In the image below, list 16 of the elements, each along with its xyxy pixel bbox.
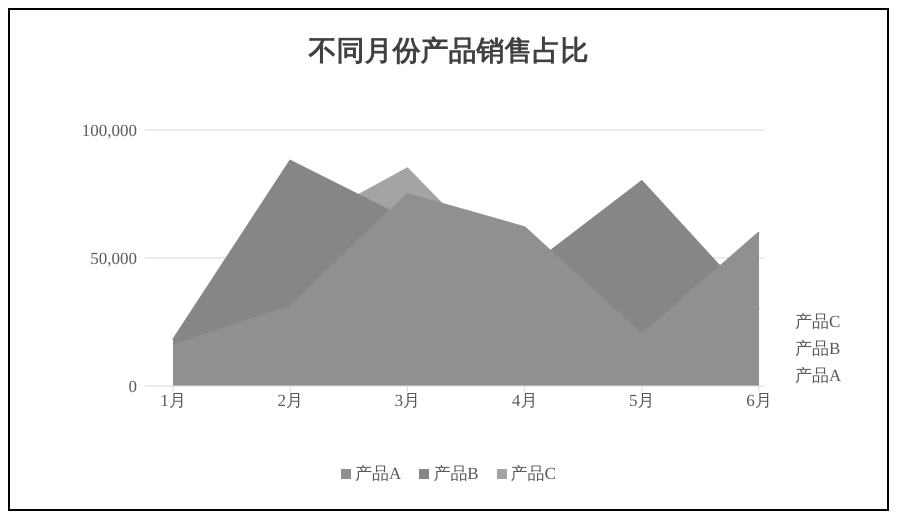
text: 产品B — [795, 339, 840, 358]
legend-label: 产品B — [433, 463, 479, 485]
chart-title: 不同月份产品销售占比 — [307, 35, 590, 69]
y-tick-label: 0 — [128, 377, 137, 396]
legend-label: 产品A — [355, 463, 402, 485]
text: 产品C — [795, 312, 840, 331]
y-tick-label: 100,000 — [82, 121, 137, 140]
x-tick-label: 5月 — [629, 391, 655, 410]
x-tick-label: 3月 — [394, 391, 420, 410]
text: 产品A — [795, 366, 842, 385]
y-tick-label: 50,000 — [90, 249, 137, 268]
x-tick-label: 1月 — [160, 391, 186, 410]
x-tick-label: 2月 — [277, 391, 303, 410]
x-tick-label: 4月 — [512, 391, 538, 410]
legend-label: 产品C — [510, 463, 556, 485]
x-tick-label: 6月 — [746, 391, 772, 410]
